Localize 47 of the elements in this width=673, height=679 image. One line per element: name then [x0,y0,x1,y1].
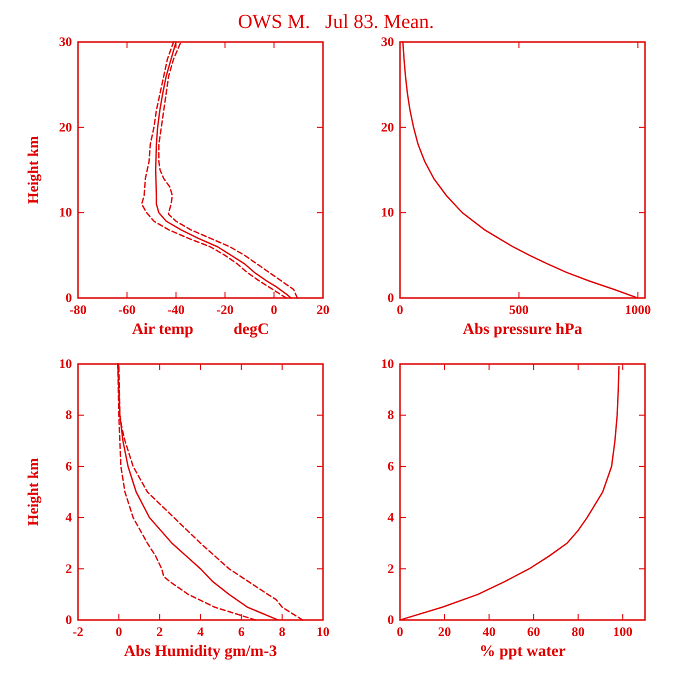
x-tick-label: 20 [438,624,452,639]
x-tick-label: 6 [238,624,246,639]
x-tick-label: 60 [527,624,540,639]
x-axis-title: Air temp degC [132,321,270,338]
y-tick-label: 10 [59,356,72,371]
x-tick-label: 2 [156,624,163,639]
y-tick-label: 6 [66,458,72,474]
x-tick-label: -20 [216,302,234,317]
x-tick-label: 80 [572,624,585,639]
y-axis-title: Height km [26,136,42,204]
y-tick-label: 20 [59,119,72,134]
y-tick-label: 0 [66,612,72,627]
y-tick-label: 30 [381,34,394,49]
y-tick-label: 20 [381,119,394,134]
y-tick-label: 10 [59,204,72,220]
y-tick-label: 10 [381,204,394,220]
y-tick-label: 6 [388,458,394,474]
x-axis-title: Abs pressure hPa [462,321,582,338]
y-axis-title: Height km [26,458,42,526]
y-tick-label: 10 [381,356,394,371]
x-tick-label: 1000 [624,302,651,317]
x-tick-label: 100 [612,624,632,639]
x-tick-label: -80 [69,302,87,317]
x-tick-label: 20 [316,302,330,317]
x-tick-label: -40 [167,302,185,317]
y-tick-label: 4 [66,510,72,525]
y-tick-label: 0 [66,290,72,305]
x-tick-label: 0 [270,302,278,317]
y-tick-label: 8 [66,407,72,422]
x-tick-label: -2 [72,624,84,639]
y-tick-label: 4 [388,510,394,525]
x-tick-label: -60 [118,302,136,317]
y-tick-label: 30 [59,34,72,49]
x-axis-title: Abs Humidity gm/m-3 [124,643,277,660]
x-tick-label: 0 [116,624,122,639]
y-tick-label: 2 [66,560,72,576]
chart-title: OWS M. Jul 83. Mean. [238,11,434,33]
y-tick-label: 0 [388,612,394,627]
x-tick-label: 10 [316,624,330,639]
x-tick-label: 40 [482,624,496,639]
x-axis-title: % ppt water [479,643,566,660]
y-tick-label: 2 [388,560,394,576]
y-tick-label: 8 [388,407,394,422]
x-tick-label: 4 [197,624,204,639]
y-tick-label: 0 [388,290,394,305]
x-tick-label: 500 [509,302,529,317]
x-tick-label: 8 [278,624,286,639]
